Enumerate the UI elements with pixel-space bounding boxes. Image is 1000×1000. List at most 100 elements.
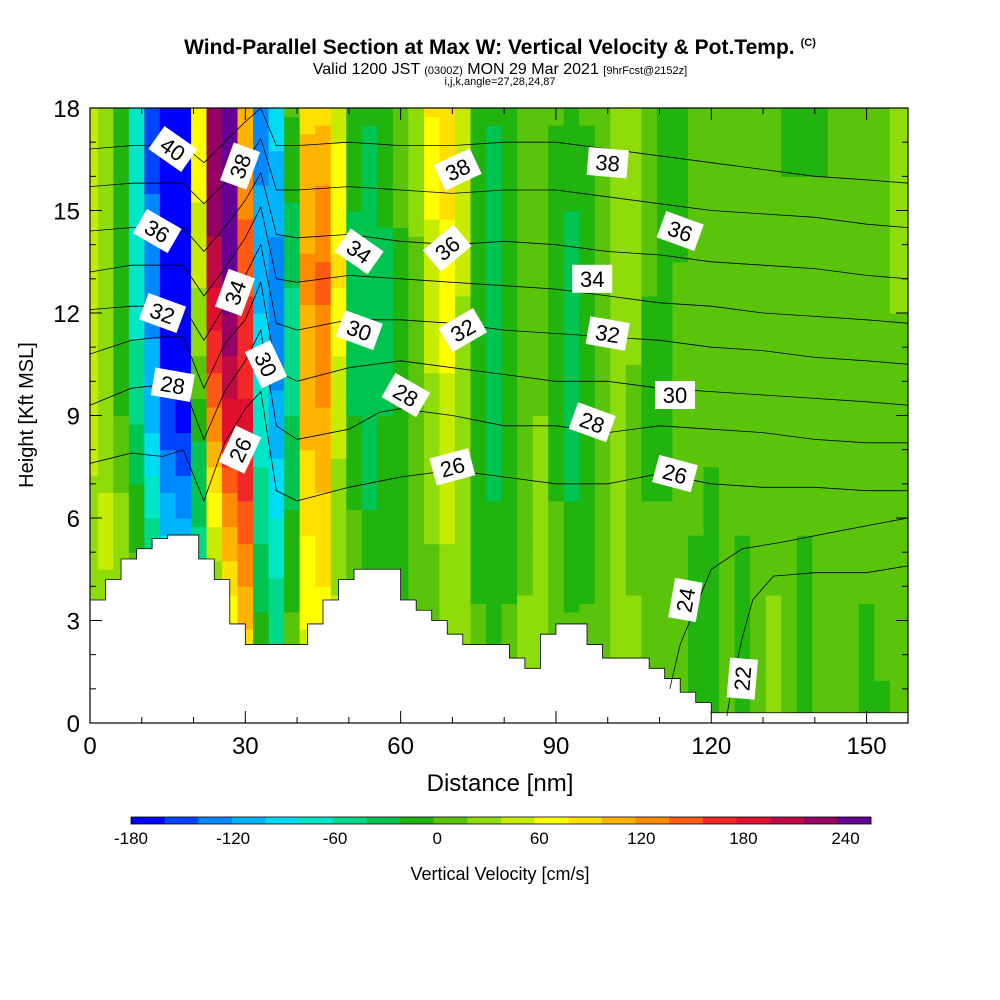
velocity-cell	[641, 603, 658, 613]
velocity-cell	[408, 466, 425, 476]
velocity-cell	[408, 167, 425, 177]
velocity-cell	[159, 330, 177, 340]
velocity-cell	[734, 381, 751, 391]
velocity-cell	[144, 287, 161, 297]
velocity-cell	[90, 381, 99, 391]
velocity-cell	[858, 398, 875, 408]
velocity-cell	[346, 509, 363, 519]
velocity-cell	[454, 586, 472, 596]
velocity-cell	[501, 201, 518, 212]
velocity-cell	[237, 330, 254, 340]
velocity-cell	[641, 201, 658, 212]
velocity-cell	[874, 219, 891, 229]
velocity-cell	[486, 449, 503, 459]
velocity-cell	[703, 270, 720, 280]
velocity-cell	[253, 483, 270, 493]
velocity-cell	[237, 227, 254, 237]
velocity-cell	[222, 201, 239, 212]
velocity-cell	[237, 603, 254, 613]
velocity-cell	[781, 244, 798, 254]
velocity-cell	[268, 415, 285, 425]
velocity-cell	[858, 475, 875, 485]
velocity-cell	[734, 159, 751, 169]
velocity-cell	[625, 406, 642, 417]
velocity-cell	[501, 603, 518, 613]
velocity-cell	[253, 133, 270, 143]
velocity-cell	[889, 620, 908, 630]
velocity-cell	[97, 313, 114, 323]
velocity-cell	[284, 304, 301, 314]
velocity-cell	[610, 236, 627, 246]
velocity-cell	[656, 244, 674, 254]
velocity-cell	[113, 372, 130, 382]
velocity-cell	[408, 535, 425, 545]
velocity-cell	[812, 159, 829, 169]
velocity-cell	[97, 415, 114, 425]
velocity-cell	[548, 150, 565, 160]
velocity-cell	[377, 236, 394, 246]
velocity-cell	[889, 663, 908, 673]
velocity-cell	[268, 569, 285, 579]
velocity-cell	[408, 133, 425, 143]
colorbar-swatch	[231, 817, 266, 824]
velocity-cell	[346, 108, 363, 118]
velocity-cell	[144, 518, 161, 528]
velocity-cell	[672, 569, 689, 579]
velocity-cell	[594, 500, 611, 511]
velocity-cell	[889, 535, 908, 545]
velocity-cell	[128, 210, 145, 220]
velocity-cell	[486, 330, 503, 340]
velocity-cell	[641, 347, 658, 357]
velocity-cell	[843, 150, 860, 160]
velocity-cell	[346, 347, 363, 357]
velocity-cell	[423, 321, 441, 331]
velocity-cell	[501, 560, 518, 570]
velocity-cell	[159, 347, 177, 357]
velocity-cell	[548, 577, 565, 587]
velocity-cell	[858, 552, 875, 562]
velocity-cell	[175, 347, 192, 357]
velocity-cell	[625, 432, 642, 442]
velocity-cell	[113, 432, 130, 442]
velocity-cell	[222, 475, 239, 485]
velocity-cell	[827, 424, 844, 434]
velocity-cell	[423, 304, 441, 314]
velocity-cell	[548, 500, 565, 511]
isentrope-label-box	[150, 367, 195, 403]
velocity-cell	[90, 330, 99, 340]
velocity-cell	[579, 560, 596, 570]
velocity-cell	[874, 133, 891, 143]
velocity-cell	[796, 518, 813, 528]
velocity-cell	[672, 287, 689, 297]
velocity-cell	[843, 475, 860, 485]
velocity-cell	[330, 150, 347, 160]
velocity-cell	[812, 201, 829, 212]
velocity-cell	[315, 295, 332, 306]
velocity-cell	[439, 381, 456, 391]
velocity-cell	[237, 483, 254, 493]
velocity-cell	[408, 543, 425, 553]
velocity-cell	[190, 125, 208, 135]
colorbar: -180 -120 -60 0 60 120 180 240	[114, 816, 872, 848]
velocity-cell	[765, 227, 782, 237]
velocity-cell	[470, 594, 487, 605]
velocity-cell	[734, 620, 751, 630]
velocity-cell	[827, 406, 844, 417]
velocity-cell	[734, 142, 751, 152]
velocity-cell	[874, 663, 891, 673]
velocity-cell	[113, 475, 130, 485]
velocity-cell	[812, 330, 829, 340]
velocity-cell	[672, 535, 689, 545]
velocity-cell	[750, 586, 767, 596]
velocity-cell	[812, 500, 829, 511]
velocity-cell	[237, 509, 254, 519]
velocity-cell	[610, 603, 627, 613]
velocity-cell	[361, 210, 378, 220]
velocity-cell	[672, 629, 689, 639]
velocity-cell	[672, 424, 689, 434]
velocity-cell	[703, 364, 720, 374]
velocity-cell	[470, 295, 487, 306]
velocity-cell	[330, 560, 347, 570]
velocity-cell	[159, 176, 177, 186]
